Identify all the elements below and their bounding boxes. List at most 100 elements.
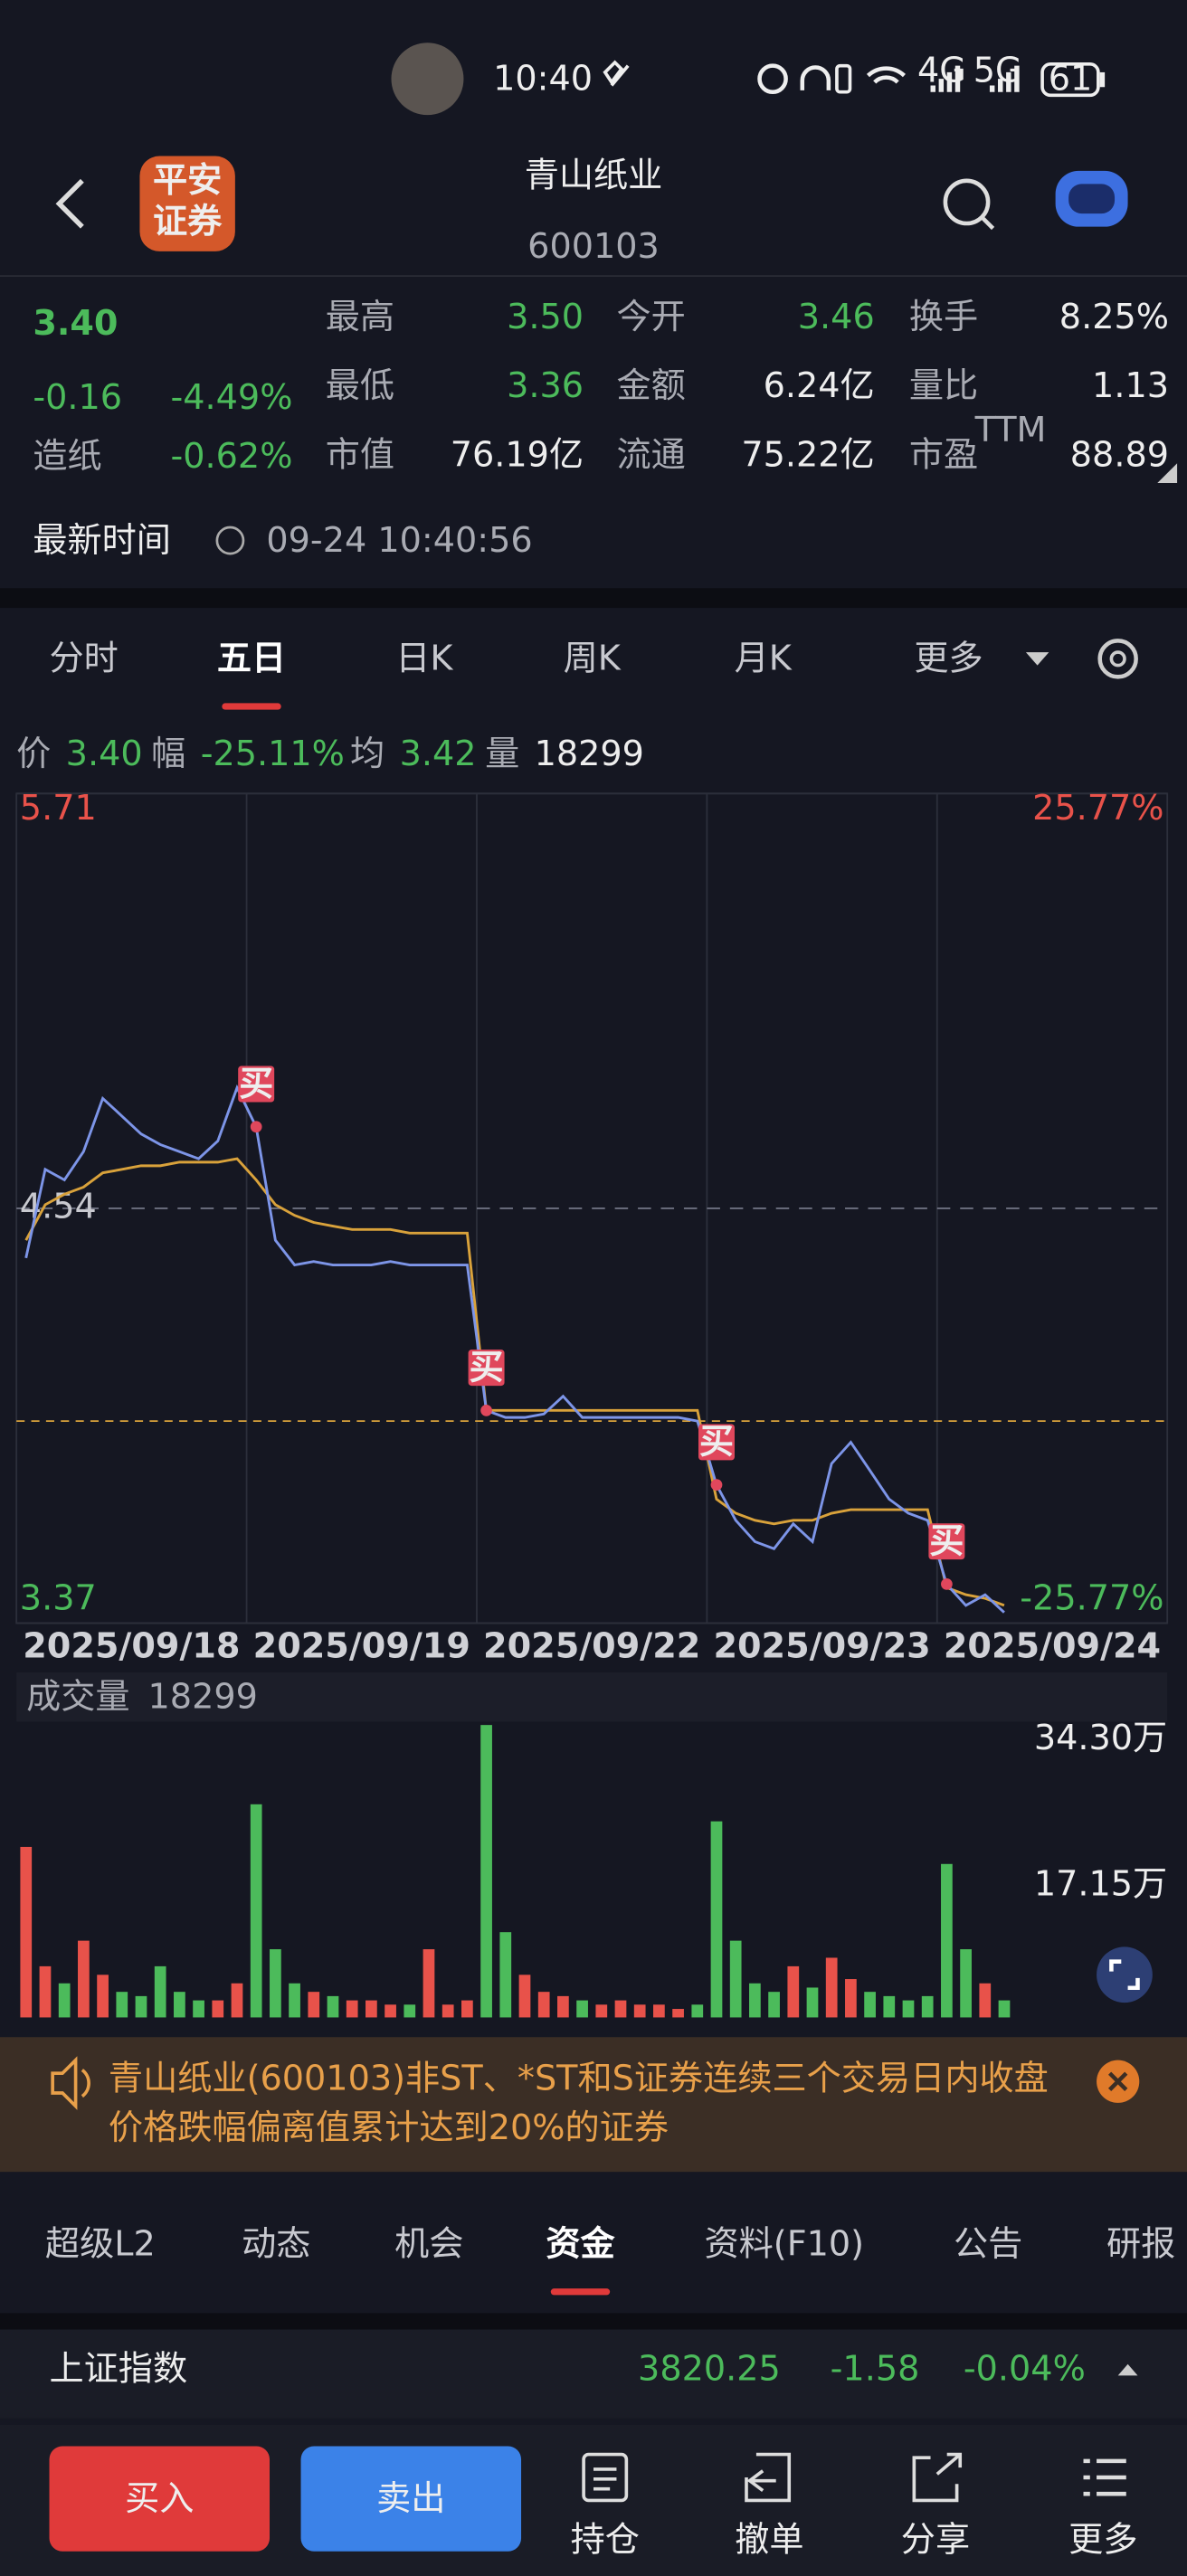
price-change: -0.16	[33, 377, 122, 417]
volume-bar	[787, 1965, 800, 2018]
buy-marker	[698, 1424, 735, 1461]
period-tab[interactable]: 月K	[735, 639, 793, 678]
volume-bar	[20, 1846, 33, 2018]
index-change-pct: -0.04%	[964, 2348, 1086, 2388]
x-tick-label: 2025/09/24	[944, 1625, 1161, 1665]
robot-face	[1068, 184, 1116, 214]
buy-point	[250, 1121, 262, 1133]
toolbar-item[interactable]: 分享	[901, 2519, 970, 2559]
volume-bar	[499, 1932, 512, 2018]
section-tab[interactable]: 资料(F10)	[705, 2223, 865, 2263]
section-tab[interactable]: 动态	[242, 2223, 310, 2263]
section-tab[interactable]: 超级L2	[45, 2223, 156, 2263]
volume-bar	[845, 1979, 857, 2018]
index-toggle[interactable]	[1117, 2363, 1138, 2376]
stat-value: 75.22亿	[741, 434, 874, 474]
period-tab[interactable]: 五日	[217, 639, 286, 678]
index-value: 3820.25	[638, 2348, 781, 2388]
y-tick-label: 4.54	[20, 1186, 97, 1226]
more-arrow[interactable]	[1025, 652, 1049, 666]
share-icon	[912, 2452, 963, 2503]
buy-point	[480, 1404, 492, 1416]
period-tab[interactable]: 周K	[564, 639, 622, 678]
volume-bar	[135, 1995, 147, 2018]
period-tab[interactable]: 日K	[395, 639, 453, 678]
sell-button[interactable]	[300, 2446, 522, 2552]
price-change-pct: -4.49%	[170, 377, 292, 417]
volume-bar	[960, 1949, 972, 2018]
stock-name: 青山纸业	[525, 156, 663, 195]
settings-button[interactable]	[1097, 639, 1138, 679]
section-tab[interactable]: 研报	[1106, 2223, 1175, 2263]
stat-label: 市盈	[909, 434, 978, 474]
y2-tick-label: 25.77%	[1032, 788, 1163, 828]
stat-value: 88.89	[1070, 434, 1169, 474]
broker-logo	[139, 156, 235, 251]
network-label: 5G	[973, 50, 1022, 90]
info-label: 价	[16, 734, 51, 773]
section-tab[interactable]: 资金	[546, 2223, 615, 2263]
volume-bar	[653, 2004, 665, 2018]
volume-header	[16, 1672, 1168, 1722]
wifi-icon	[866, 66, 907, 84]
vibrate-icon	[835, 63, 852, 94]
status-icon	[603, 60, 630, 87]
volume-bar	[633, 2004, 646, 2018]
headphone-icon	[800, 65, 831, 90]
signal-icon	[930, 65, 961, 92]
volume-bar	[385, 2004, 396, 2018]
volume-bar	[250, 1804, 262, 2018]
volume-bar	[518, 1975, 531, 2018]
volume-bar	[710, 1821, 723, 2018]
price-line	[24, 1084, 1005, 1614]
volume-bar	[998, 2000, 1011, 2018]
sector-change: -0.62%	[170, 436, 292, 476]
volume-bar	[270, 1949, 281, 2018]
fullscreen-icon	[1109, 1959, 1140, 1991]
stat-label: 最低	[326, 365, 394, 405]
index-change: -1.58	[831, 2348, 920, 2388]
buy-label: 买	[929, 1521, 964, 1561]
stat-label: 最高	[326, 297, 394, 336]
more-icon	[1083, 2458, 1126, 2496]
volume-bar	[346, 2000, 358, 2018]
toolbar-item[interactable]: 持仓	[571, 2519, 640, 2559]
volume-bar	[902, 2000, 915, 2018]
x-tick-label: 2025/09/22	[483, 1625, 700, 1665]
buy-button[interactable]	[49, 2446, 271, 2552]
index-bar	[0, 2329, 1187, 2419]
logo-text: 证券	[153, 202, 223, 242]
period-tab[interactable]: 更多	[914, 639, 983, 678]
section-tab[interactable]: 公告	[954, 2223, 1022, 2263]
buy-label: 买	[239, 1064, 273, 1103]
toolbar-item[interactable]: 撤单	[735, 2519, 803, 2559]
fullscreen-button[interactable]	[1097, 1946, 1153, 2003]
info-value: 3.40	[66, 734, 143, 773]
search-button[interactable]	[943, 178, 991, 226]
volume-bar	[39, 1965, 52, 2018]
toolbar-item[interactable]: 更多	[1068, 2519, 1137, 2559]
volume-bar	[691, 2004, 704, 2018]
stat-label: 流通	[616, 434, 685, 474]
notice-banner	[0, 2037, 1187, 2173]
section-indicator	[550, 2288, 611, 2296]
separator	[0, 2313, 1187, 2330]
section-tab[interactable]: 机会	[394, 2223, 463, 2263]
y-tick-label: 5.71	[20, 788, 97, 828]
average-line	[24, 1157, 1005, 1607]
sell-label: 卖出	[376, 2478, 445, 2518]
time-label: 最新时间	[33, 520, 171, 560]
buy-label: 买入	[125, 2478, 194, 2518]
stat-value: 3.36	[507, 365, 584, 405]
period-tab[interactable]: 分时	[50, 639, 119, 678]
info-icon[interactable]	[215, 526, 245, 555]
app-icon	[391, 43, 464, 116]
back-button[interactable]	[55, 178, 84, 229]
buy-point	[941, 1578, 953, 1590]
volume-bar	[193, 2000, 204, 2018]
volume-bar	[883, 1995, 896, 2018]
stat-label: 换手	[909, 297, 978, 336]
volume-bar	[404, 2004, 416, 2018]
buy-label: 买	[470, 1347, 504, 1387]
